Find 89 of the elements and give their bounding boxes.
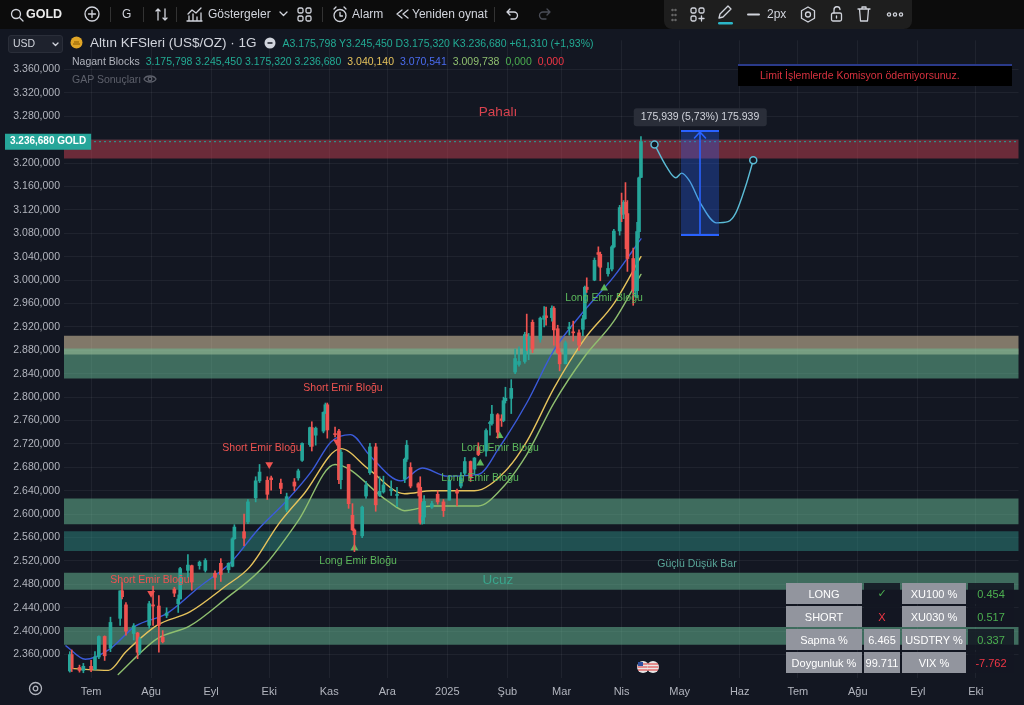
- y-tick-label: 2.720,000: [13, 436, 61, 449]
- annotation: X: [878, 610, 886, 623]
- y-tick-label: 2.680,000: [13, 460, 61, 473]
- annotation: LONG: [808, 587, 840, 600]
- x-tick-label: Mar: [552, 684, 572, 697]
- annotation: 0,000: [537, 55, 565, 67]
- annotation: Short Emir Bloğu: [110, 573, 190, 586]
- annotation: 6.465: [868, 633, 896, 646]
- text: USD: [13, 37, 36, 49]
- x-tick-label: Ağu: [141, 684, 161, 697]
- point: [600, 283, 609, 291]
- y-tick-label: 2.920,000: [13, 319, 61, 332]
- annotation: 3.070,541: [400, 55, 447, 67]
- x-tick-label: 2025: [435, 684, 460, 697]
- annotation: 99.711: [865, 656, 899, 669]
- annotation: USDTRY %: [905, 633, 963, 646]
- annotation: Güçlü Düşük Bar: [657, 557, 737, 570]
- x-tick-label: Ara: [378, 684, 397, 697]
- text: Göstergeler: [208, 7, 271, 21]
- annotation: 3.009,738: [452, 55, 500, 67]
- y-tick-label: 2.640,000: [13, 483, 61, 496]
- annotation: SHORT: [804, 610, 844, 623]
- text: Yeniden oynat: [412, 7, 488, 21]
- x-tick-label: Eyl: [910, 684, 926, 697]
- x-tick-label: Tem: [80, 684, 102, 697]
- annotation: 0,000: [505, 55, 532, 67]
- y-tick-label: 3.200,000: [13, 156, 61, 169]
- annotation: XU030 %: [910, 610, 958, 623]
- annotation: Long Emir Bloğu: [319, 554, 397, 567]
- annotation: A3.175,798 Y3.245,450 D3.175,320 K3.236,680 +61,310 (+1,93%): [282, 36, 594, 49]
- x-tick-label: May: [669, 684, 691, 697]
- y-tick-label: 2.520,000: [13, 553, 61, 566]
- ref-line-label: 3.236,680 GOLD: [10, 135, 87, 147]
- annotation: 3.175,798 3.245,450 3.175,320 3.236,680: [145, 55, 342, 67]
- y-tick-label: 2.480,000: [13, 577, 61, 590]
- annotation: -7.762: [975, 656, 1007, 669]
- y-tick-label: 2.360,000: [13, 647, 61, 660]
- y-tick-label: 2.600,000: [13, 507, 61, 520]
- point: [476, 458, 485, 466]
- annotation: 3.040,140: [347, 55, 395, 67]
- x-tick-label: Haz: [729, 684, 750, 697]
- y-tick-label: 3.360,000: [13, 62, 61, 75]
- annotation: 0.454: [977, 587, 1005, 600]
- text: Alarm: [352, 7, 384, 21]
- y-tick-label: 2.800,000: [13, 390, 61, 403]
- annotation: Nagant Blocks: [72, 55, 140, 67]
- annotation: Ucuz: [482, 571, 514, 588]
- text: GOLD: [26, 7, 63, 21]
- x-tick-label: Nis: [613, 684, 631, 697]
- annotation: Limit İşlemlerde Komisyon ödemiyorsunuz.: [760, 69, 960, 81]
- point: [650, 140, 659, 149]
- y-tick-label: 2.440,000: [13, 600, 61, 613]
- y-tick-label: 3.000,000: [13, 273, 61, 286]
- x-tick-label: Şub: [497, 684, 518, 697]
- annotation: Sapma %: [800, 633, 848, 646]
- x-tick-label: Tem: [787, 684, 809, 697]
- annotation: GAP Sonuçları: [72, 73, 142, 85]
- annotation: Doygunluk %: [791, 656, 857, 669]
- y-tick-label: 2.400,000: [13, 624, 61, 637]
- annotation: 0.517: [977, 610, 1005, 623]
- y-tick-label: 3.320,000: [13, 85, 61, 98]
- y-tick-label: 3.040,000: [13, 249, 61, 262]
- y-tick-label: 3.160,000: [13, 179, 61, 192]
- annotation: 175,939 (5,73%) 175.939: [633, 108, 767, 126]
- y-tick-label: 2.880,000: [13, 343, 61, 356]
- y-tick-label: 2.840,000: [13, 366, 61, 379]
- annotation: XU100 %: [910, 587, 958, 600]
- annotation: Short Emir Bloğu: [222, 441, 302, 454]
- y-tick-label: 3.080,000: [13, 226, 61, 239]
- y-tick-label: 3.120,000: [13, 202, 61, 215]
- annotation: VIX %: [918, 656, 950, 669]
- point: [749, 155, 758, 165]
- x-tick-label: Eki: [261, 684, 277, 697]
- chart-title: Altın KFSleri (US$/OZ) · 1G: [90, 35, 257, 50]
- annotation: ✓: [877, 587, 887, 600]
- y-tick-label: 3.280,000: [13, 109, 61, 122]
- x-tick-label: Ağu: [848, 684, 868, 697]
- text: 2px: [767, 7, 787, 21]
- annotation: Short Emir Bloğu: [303, 381, 383, 394]
- text: G: [122, 7, 132, 21]
- y-tick-label: 2.960,000: [13, 296, 61, 309]
- x-tick-label: Kas: [319, 684, 340, 697]
- annotation: 0.337: [977, 633, 1005, 646]
- point: [265, 462, 274, 469]
- y-tick-label: 2.760,000: [13, 413, 61, 426]
- y-tick-label: 2.560,000: [13, 530, 61, 543]
- x-tick-label: Eki: [968, 684, 984, 697]
- annotation: Pahalı: [478, 103, 518, 120]
- x-tick-label: Eyl: [203, 684, 219, 697]
